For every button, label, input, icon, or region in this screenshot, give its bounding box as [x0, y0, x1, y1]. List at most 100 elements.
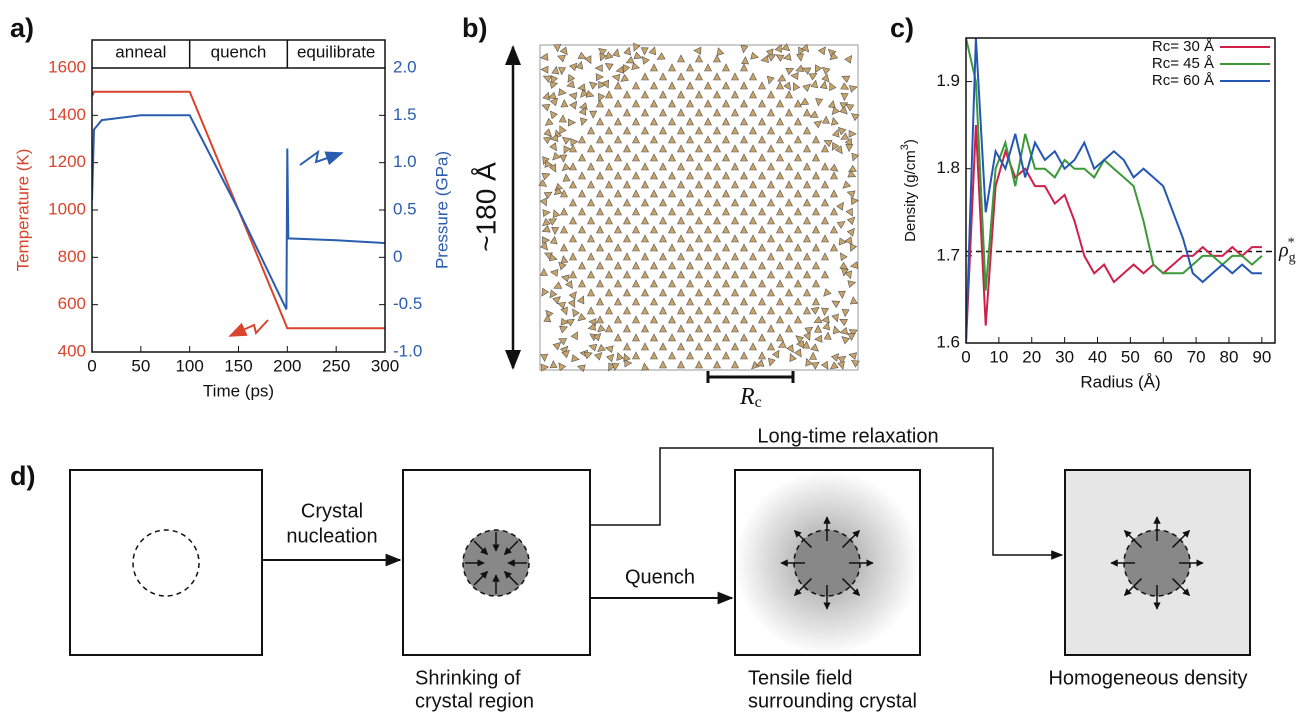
molecule — [572, 308, 580, 318]
molecule — [543, 128, 552, 137]
molecule — [568, 92, 578, 101]
molecule — [776, 171, 784, 180]
molecule — [571, 354, 580, 363]
molecule — [758, 243, 766, 252]
molecule — [740, 279, 748, 288]
molecule — [614, 261, 622, 270]
molecule — [767, 357, 776, 367]
molecule — [722, 63, 730, 72]
y2-tick-label: 0 — [393, 247, 402, 266]
molecule — [641, 108, 649, 117]
molecule — [713, 270, 721, 279]
molecule — [847, 333, 856, 342]
molecule — [821, 198, 829, 207]
molecule — [596, 207, 604, 216]
molecule — [560, 207, 568, 216]
molecule — [731, 126, 739, 135]
molecule — [641, 234, 649, 243]
molecule — [776, 315, 784, 324]
molecule — [740, 81, 748, 90]
molecule — [589, 110, 598, 119]
molecule — [713, 162, 721, 171]
molecule — [821, 270, 829, 279]
strain-arrow — [473, 570, 489, 586]
molecule — [561, 136, 571, 145]
molecule — [548, 218, 558, 226]
molecule — [783, 81, 792, 91]
strain-arrow — [473, 540, 489, 556]
temperature-axis-arrow — [228, 319, 269, 337]
molecule — [837, 126, 847, 136]
molecule — [632, 99, 640, 108]
molecule — [713, 360, 721, 369]
molecule — [794, 189, 802, 198]
molecule — [844, 270, 852, 280]
x-tick-label: 250 — [322, 356, 350, 375]
molecule — [588, 343, 598, 352]
molecule — [614, 315, 622, 324]
molecule — [731, 198, 739, 207]
phase-label: quench — [211, 42, 267, 61]
molecule — [777, 74, 787, 82]
molecule — [849, 243, 858, 253]
y-tick-label: 1600 — [48, 57, 86, 76]
molecule — [659, 90, 667, 99]
radius-label: Rc — [739, 384, 762, 411]
molecule — [776, 225, 784, 234]
x-tick-label: 100 — [175, 356, 203, 375]
molecule — [731, 234, 739, 243]
molecule — [596, 225, 604, 234]
molecule — [803, 288, 811, 297]
molecule — [562, 173, 571, 182]
y2-tick-label: -0.5 — [393, 294, 422, 313]
molecule — [840, 92, 849, 102]
molecule — [668, 189, 676, 198]
molecule — [585, 90, 595, 98]
molecule — [614, 153, 622, 162]
molecule — [722, 243, 730, 252]
molecule — [578, 261, 586, 270]
molecule — [848, 329, 858, 337]
molecule — [750, 51, 760, 60]
y-tick-label: 600 — [58, 294, 86, 313]
molecule — [831, 300, 841, 309]
molecule — [704, 333, 712, 342]
molecule — [578, 225, 586, 234]
molecule — [785, 108, 793, 117]
molecule — [641, 306, 649, 315]
molecule — [632, 261, 640, 270]
molecule — [801, 43, 810, 53]
molecule — [722, 135, 730, 144]
molecule — [623, 288, 631, 297]
molecule — [686, 189, 694, 198]
molecule — [722, 333, 730, 342]
molecule — [821, 66, 831, 76]
molecule — [776, 135, 784, 144]
molecule — [605, 306, 613, 315]
molecule — [605, 270, 613, 279]
molecule — [695, 144, 703, 153]
molecule — [650, 351, 658, 360]
snapshot — [538, 42, 860, 373]
molecule — [612, 48, 620, 58]
molecule — [740, 315, 748, 324]
y-tick-label: 400 — [58, 341, 86, 360]
molecule — [740, 117, 748, 126]
molecule — [821, 216, 829, 225]
molecule — [686, 297, 694, 306]
molecule — [569, 144, 577, 153]
molecule — [740, 297, 748, 306]
strain-arrow — [1123, 529, 1142, 548]
molecule — [605, 288, 613, 297]
y-tick-label: 1.7 — [936, 245, 960, 264]
molecule — [823, 331, 832, 340]
molecule — [552, 209, 561, 219]
molecule — [704, 189, 712, 198]
y-tick-label: 1.9 — [936, 71, 960, 90]
molecule — [713, 288, 721, 297]
molecule — [758, 189, 766, 198]
molecule — [704, 261, 712, 270]
molecule — [823, 288, 832, 297]
molecule — [840, 132, 850, 140]
legend-label: Rc= 45 Å — [1152, 55, 1214, 72]
